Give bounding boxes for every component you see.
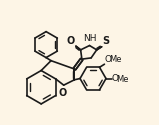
Text: Me: Me: [116, 75, 128, 84]
Text: NH: NH: [83, 34, 97, 43]
Text: O: O: [105, 55, 112, 64]
Text: Me: Me: [109, 55, 121, 64]
Text: O: O: [112, 74, 119, 83]
Text: O: O: [67, 36, 75, 46]
Text: O: O: [58, 88, 67, 98]
Text: S: S: [102, 36, 109, 46]
